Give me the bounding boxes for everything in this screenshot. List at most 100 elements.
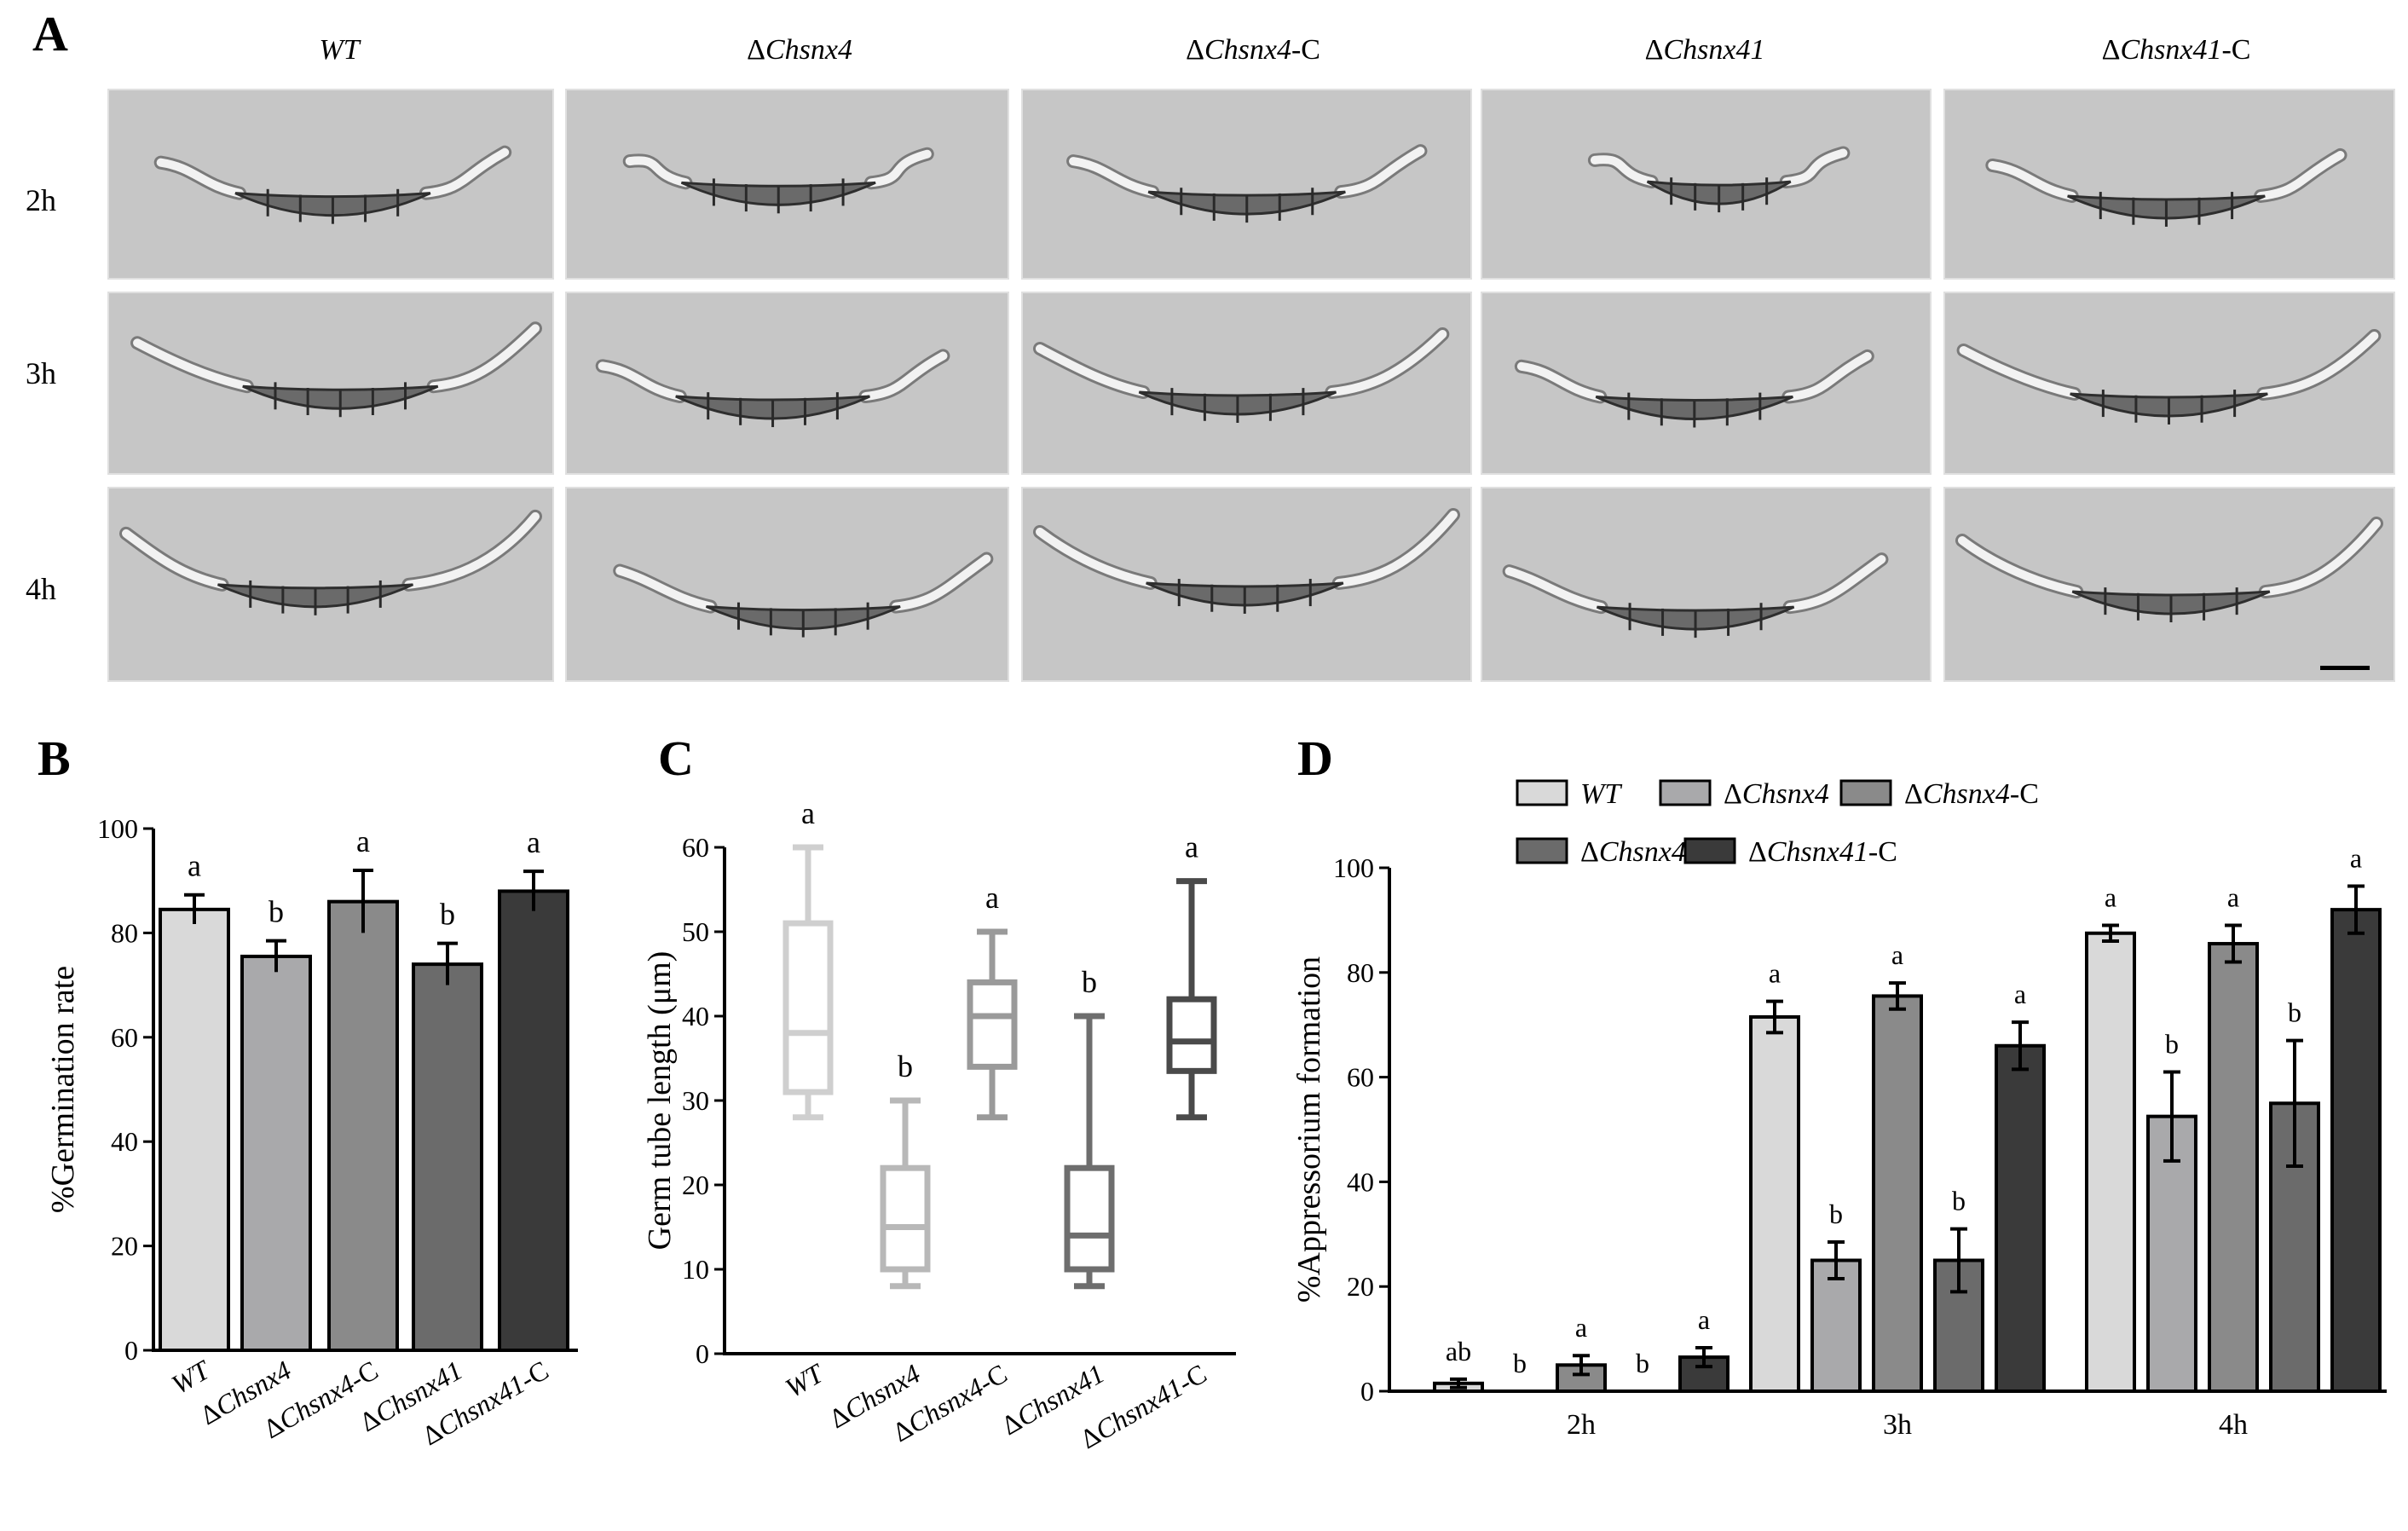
germ-tube	[421, 147, 510, 198]
chart-c-germ-tube-length: 0 10 20 30 40 50 60 Germ tube length (μm) a WT b ΔC…	[642, 796, 1236, 1454]
y-tick-label: 0	[124, 1335, 138, 1366]
significance-letter: a	[188, 849, 201, 883]
micrograph-art	[613, 552, 994, 638]
micrograph-art	[1955, 517, 2383, 623]
germ-tube	[1781, 148, 1848, 187]
micrograph-art	[595, 349, 950, 428]
micrograph-art	[1956, 328, 2382, 425]
germ-tube-outline	[2258, 517, 2383, 599]
germ-tube	[122, 529, 227, 589]
germ-tube	[2259, 331, 2379, 398]
micrograph-tile	[565, 89, 1009, 280]
panel-letter-c: C	[658, 731, 694, 786]
y-tick-label: 40	[682, 1001, 709, 1031]
bar	[2330, 908, 2382, 1393]
column-label-0: WT	[319, 34, 360, 66]
micrograph-tile	[1481, 292, 1932, 475]
bar	[1810, 1258, 1862, 1393]
significance-letter: b	[1513, 1348, 1527, 1378]
micrograph-art	[622, 147, 934, 214]
row-label-2h: 2h	[26, 183, 56, 217]
x-tick-label: 4h	[2219, 1409, 2248, 1441]
legend-swatch	[1839, 779, 1892, 806]
germ-tube	[892, 554, 991, 611]
box	[1064, 1164, 1115, 1273]
micrograph-tile	[1021, 89, 1472, 280]
germ-tube	[1337, 147, 1425, 197]
micrograph-art	[1033, 327, 1450, 424]
bar	[1933, 1258, 1984, 1393]
box	[967, 979, 1018, 1070]
significance-letter: b	[1829, 1199, 1843, 1229]
bar	[1433, 1381, 1484, 1394]
x-tick-label: WT	[166, 1354, 216, 1401]
significance-letter: b	[269, 895, 284, 929]
y-tick-label: 60	[682, 832, 709, 863]
germ-tube	[2256, 150, 2345, 200]
x-tick-label: WT	[780, 1357, 829, 1404]
micrograph-tile	[1481, 89, 1932, 280]
bar	[1749, 1014, 1800, 1393]
micrograph-tile	[1943, 292, 2395, 475]
micrograph-tile	[107, 487, 554, 682]
bar	[1556, 1363, 1607, 1394]
germ-tube	[598, 361, 684, 402]
germ-tube	[861, 351, 948, 402]
micrograph-tile	[565, 292, 1009, 475]
germ-tube	[1988, 160, 2076, 200]
x-tick-label: ΔChsnx41	[996, 1358, 1110, 1441]
bar	[240, 954, 312, 1352]
legend-label: ΔChsnx4-C	[1904, 778, 2039, 810]
y-tick-label: 0	[1360, 1376, 1374, 1407]
micrograph-tile	[107, 292, 554, 475]
germ-tube	[1036, 344, 1148, 397]
bar	[2208, 942, 2259, 1393]
germ-tube	[1069, 157, 1158, 197]
germ-tube	[1590, 155, 1656, 187]
bar	[1995, 1043, 2046, 1393]
y-tick-label: 40	[1347, 1166, 1374, 1197]
germ-tube	[429, 324, 540, 391]
column-label-1: ΔChsnx4	[747, 34, 852, 66]
germ-tube	[1327, 330, 1447, 397]
significance-letter: a	[527, 825, 540, 859]
y-tick-label: 80	[1347, 957, 1374, 988]
y-tick-label: 100	[1333, 852, 1374, 883]
bar	[1678, 1355, 1729, 1393]
bar	[2146, 1114, 2197, 1394]
significance-letter: ab	[1446, 1336, 1471, 1366]
y-tick-label: 60	[1347, 1062, 1374, 1093]
germ-tube-outline	[1331, 507, 1460, 590]
significance-letter: a	[2350, 842, 2362, 873]
significance-letter: b	[1636, 1348, 1649, 1378]
y-tick-label: 60	[111, 1022, 138, 1053]
germ-tube	[1036, 527, 1155, 587]
scale-bar	[2320, 666, 2370, 670]
bar	[159, 907, 230, 1352]
significance-letter: a	[2105, 882, 2116, 913]
germ-tube	[2261, 519, 2381, 597]
y-tick-label: 80	[111, 917, 138, 948]
micrograph-tile	[1481, 487, 1932, 682]
legend-swatch	[1683, 837, 1736, 864]
y-tick-label: 40	[111, 1126, 138, 1157]
germ-tube	[1785, 555, 1886, 612]
box	[782, 920, 834, 1095]
micrograph-tile	[1021, 487, 1472, 682]
micrograph-art	[130, 321, 542, 418]
micrograph-tile	[1021, 292, 1472, 475]
panel-letter-d: D	[1297, 731, 1333, 786]
micrograph-art	[153, 145, 512, 224]
legend-swatch	[1516, 837, 1568, 864]
micrograph-art	[1033, 507, 1460, 614]
bar	[2085, 931, 2136, 1393]
bar	[498, 889, 569, 1352]
significance-letter: b	[2288, 997, 2301, 1028]
micrograph-tile	[1943, 89, 2395, 280]
x-tick-label: ΔChsnx41-C	[1075, 1358, 1212, 1454]
germ-tube	[1784, 351, 1872, 402]
legend-swatch	[1659, 779, 1712, 806]
legend-swatch	[1516, 779, 1568, 806]
significance-letter: b	[1082, 965, 1097, 999]
